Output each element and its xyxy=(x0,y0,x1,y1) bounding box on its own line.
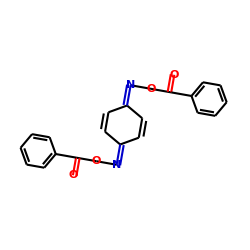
Text: O: O xyxy=(146,84,156,94)
Text: N: N xyxy=(112,160,121,170)
Text: O: O xyxy=(92,156,101,166)
Text: O: O xyxy=(170,70,179,80)
Text: O: O xyxy=(68,170,78,180)
Text: N: N xyxy=(126,80,135,90)
